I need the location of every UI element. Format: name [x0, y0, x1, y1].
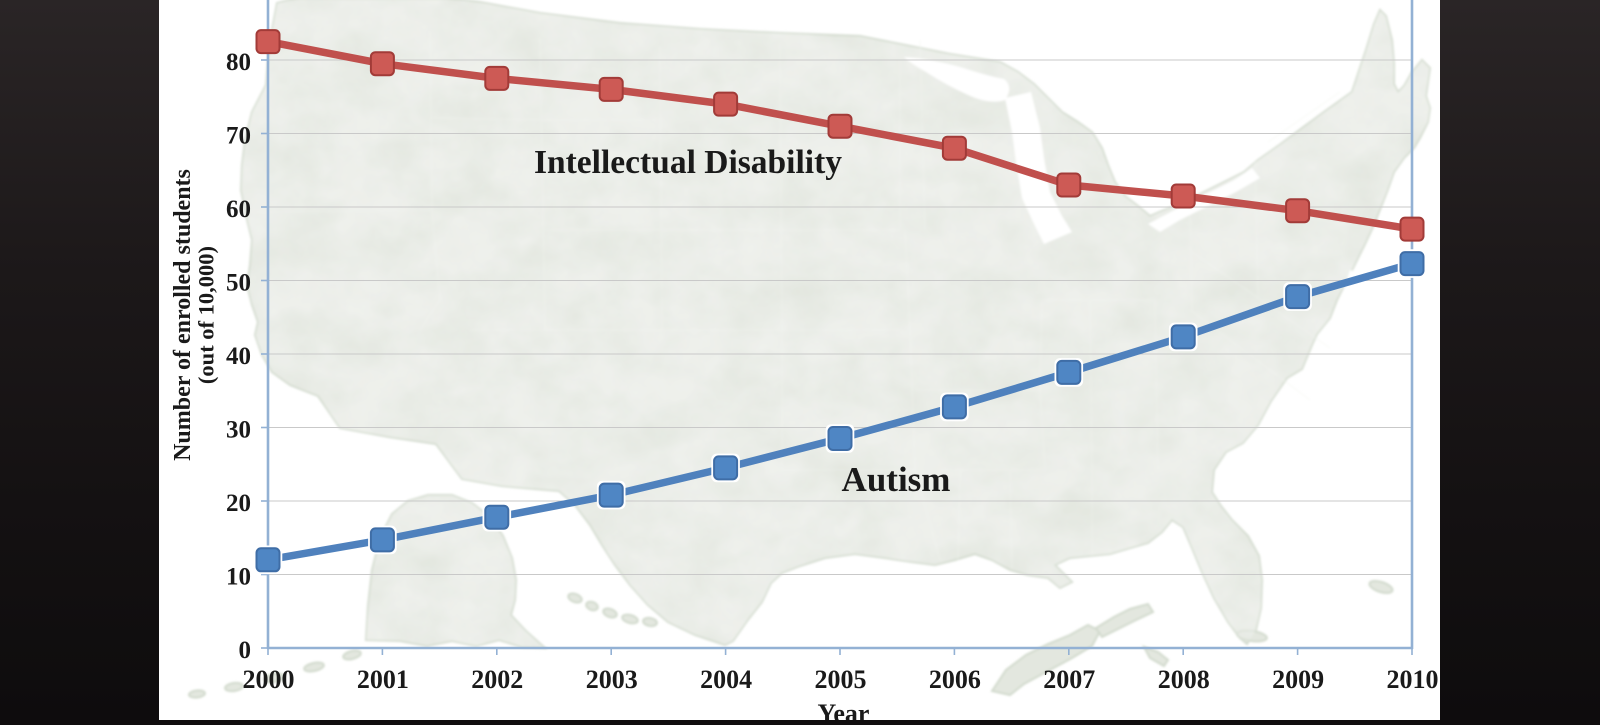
svg-text:2005: 2005: [815, 665, 867, 694]
svg-text:(out of 10,000): (out of 10,000): [194, 246, 219, 384]
svg-text:20: 20: [226, 490, 251, 517]
svg-text:2010: 2010: [1387, 665, 1439, 694]
svg-text:2007: 2007: [1043, 665, 1095, 694]
svg-text:2009: 2009: [1272, 665, 1324, 694]
svg-text:40: 40: [226, 343, 251, 370]
svg-text:2000: 2000: [243, 665, 295, 694]
svg-text:Year: Year: [818, 699, 870, 720]
svg-text:2004: 2004: [700, 665, 752, 694]
svg-text:Intellectual Disability: Intellectual Disability: [534, 144, 842, 181]
svg-text:Number of enrolled students: Number of enrolled students: [170, 169, 196, 461]
svg-text:50: 50: [226, 270, 251, 297]
svg-text:0: 0: [239, 637, 252, 664]
svg-text:80: 80: [226, 49, 251, 76]
svg-text:2001: 2001: [357, 665, 409, 694]
svg-text:2002: 2002: [471, 665, 523, 694]
svg-text:2006: 2006: [929, 665, 981, 694]
svg-text:2008: 2008: [1158, 665, 1210, 694]
svg-text:70: 70: [226, 123, 251, 150]
svg-text:30: 30: [226, 417, 251, 444]
svg-text:Autism: Autism: [842, 460, 951, 499]
svg-text:60: 60: [226, 196, 251, 223]
svg-text:2003: 2003: [586, 665, 638, 694]
svg-text:10: 10: [226, 564, 251, 591]
